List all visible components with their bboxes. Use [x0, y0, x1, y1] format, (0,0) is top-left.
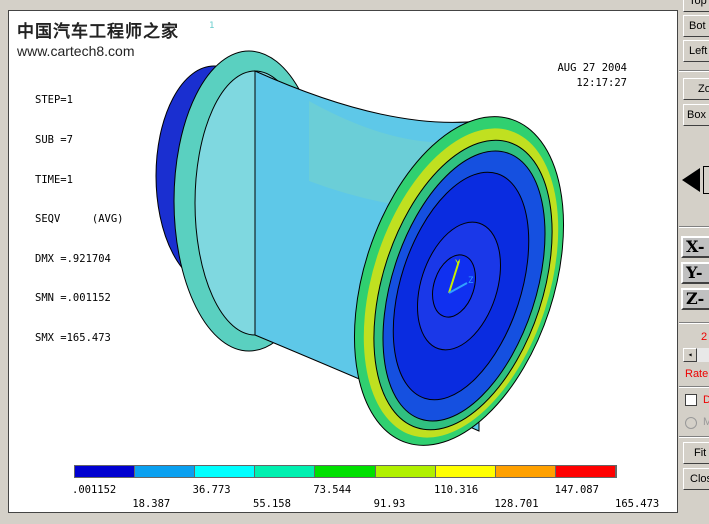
legend-swatch [315, 466, 376, 477]
divider [679, 322, 709, 324]
mode-label: M [703, 416, 709, 428]
hub [432, 254, 476, 318]
info-line: SMX =165.473 [35, 332, 111, 345]
info-line: SEQV (AVG) [35, 213, 124, 226]
top-view-button[interactable]: Top [683, 0, 709, 12]
info-line: SMN =.001152 [35, 292, 111, 305]
divider [679, 226, 709, 228]
triad-y-label: Y [455, 259, 461, 269]
info-line: DMX =.921704 [35, 252, 111, 265]
bottom-view-button[interactable]: Bot [683, 15, 709, 37]
legend-label: 91.93 [373, 498, 406, 510]
box-zoom-button[interactable]: Box Zoom [683, 104, 709, 126]
result-info: STEP=1 SUB =7 TIME=1 SEQV (AVG) DMX =.92… [35, 68, 124, 358]
z-rotate-button[interactable]: Z- [681, 288, 709, 310]
watermark-url: www.cartech8.com [17, 43, 135, 59]
pan-left-arrow-icon[interactable] [682, 168, 700, 192]
watermark-title: 中国汽车工程师之家 [17, 22, 179, 42]
legend-swatch [555, 466, 616, 477]
legend-label: 36.773 [192, 484, 231, 496]
legend-label: 165.473 [615, 498, 660, 510]
rate-value: 2 [701, 331, 708, 343]
timestamp: AUG 27 2004 12:17:27 [557, 61, 627, 91]
dynamic-checkbox[interactable] [685, 394, 697, 406]
legend-swatch [375, 466, 436, 477]
rate-slider[interactable] [697, 348, 709, 362]
triad-y-axis [448, 260, 460, 294]
legend-swatch [255, 466, 316, 477]
legend-label: 55.158 [253, 498, 291, 510]
legend-swatch [195, 466, 256, 477]
contour-legend [74, 465, 617, 478]
triad-z-axis [448, 282, 468, 294]
toolbar-panel: Top Bot Left Zoom Box Zoom X- Y- Z- 2 ◂ … [679, 0, 709, 524]
pan-control[interactable] [703, 166, 709, 194]
divider [679, 386, 709, 388]
info-line: STEP=1 [35, 94, 73, 107]
legend-label: 147.087 [554, 484, 599, 496]
legend-label: 110.316 [434, 484, 479, 496]
rate-slider-left-arrow-icon[interactable]: ◂ [683, 348, 697, 362]
x-rotate-button[interactable]: X- [681, 236, 709, 258]
fit-button[interactable]: Fit [683, 442, 709, 464]
legend-label: .001152 [72, 484, 117, 496]
date: AUG 27 2004 [557, 62, 627, 74]
dynamic-label: D [703, 394, 709, 406]
wheel-stress-plot: Y Z [155, 50, 565, 446]
left-view-button[interactable]: Left [683, 40, 709, 62]
time: 12:17:27 [576, 77, 627, 89]
window-number: 1 [209, 21, 215, 31]
legend-swatch [435, 466, 496, 477]
info-line: TIME=1 [35, 173, 73, 186]
legend-label: 73.544 [313, 484, 352, 496]
legend-label: 128.701 [494, 498, 539, 510]
legend-swatch [75, 466, 136, 477]
divider [679, 436, 709, 438]
graphics-viewport[interactable]: Y Z 中国汽车工程师之家 1 www.cartech8.com STEP=1 … [8, 10, 678, 513]
divider [679, 70, 709, 72]
triad-z-label: Z [468, 276, 474, 286]
rate-label: Rate [685, 368, 709, 380]
info-line: SUB =7 [35, 134, 73, 147]
legend-swatch [495, 466, 556, 477]
zoom-button[interactable]: Zoom [683, 78, 709, 100]
y-rotate-button[interactable]: Y- [681, 262, 709, 284]
close-button[interactable]: Close [683, 468, 709, 490]
legend-swatch [135, 466, 196, 477]
legend-label: 18.387 [132, 498, 171, 510]
mode-radio[interactable] [685, 417, 697, 429]
